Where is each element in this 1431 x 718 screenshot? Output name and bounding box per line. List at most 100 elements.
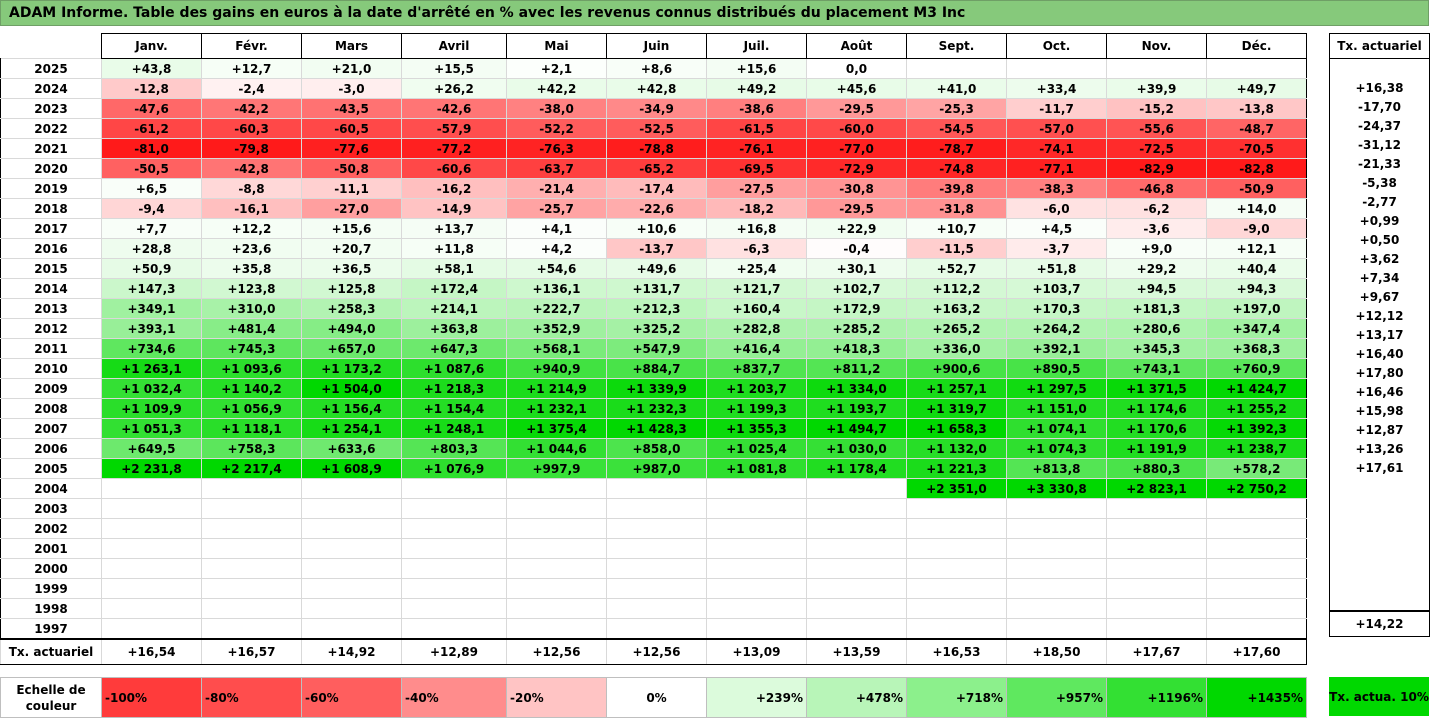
row-rate: +13,26 [1329, 439, 1430, 458]
side-rate-header: Tx. actuariel [1329, 33, 1430, 59]
table-row: 2013 +349,1 +310,0 +258,3 +214,1 +222,7 +212,3… [0, 298, 1307, 319]
gain-cell: +25,4 [706, 258, 807, 279]
table-row: 2011 +734,6 +745,3 +657,0 +647,3 +568,1 +547,9… [0, 338, 1307, 359]
gain-cell [1006, 618, 1107, 640]
gain-cell [401, 478, 507, 499]
gain-cell: +418,3 [806, 338, 907, 359]
gain-cell [606, 598, 707, 619]
table-row: 2004 +2 351,0 +3 330,8 +2 823,1 +2 750,2 [0, 478, 1307, 499]
gain-cell [906, 598, 1007, 619]
gain-cell: +568,1 [506, 338, 607, 359]
gain-cell: +758,3 [201, 438, 302, 459]
gain-cell: +4,5 [1006, 218, 1107, 239]
gain-cell: +349,1 [101, 298, 202, 319]
gain-cell: +1 140,2 [201, 378, 302, 399]
gain-cell: +1 132,0 [906, 438, 1007, 459]
gain-cell [101, 558, 202, 579]
gain-cell: +1 371,5 [1106, 378, 1207, 399]
month-header-row: Janv. Févr. Mars Avril Mai Juin Juil. Août Sept.… [1, 33, 1307, 59]
gain-cell: -57,9 [401, 118, 507, 139]
gain-cell [806, 578, 907, 599]
target-rate-swatch: Tx. actua. 10% [1329, 677, 1429, 716]
gain-cell: +1 319,7 [906, 398, 1007, 419]
row-rate: +15,98 [1329, 401, 1430, 420]
gain-cell: +1 076,9 [401, 458, 507, 479]
gain-cell: -21,4 [506, 178, 607, 199]
month-header: Juil. [706, 33, 807, 59]
gain-cell [1206, 578, 1307, 599]
gain-cell: +1 218,3 [401, 378, 507, 399]
gain-cell [606, 518, 707, 539]
gain-cell: +12,1 [1206, 238, 1307, 259]
gain-cell [1106, 598, 1207, 619]
gain-cell: +1 051,3 [101, 418, 202, 439]
gain-cell [1006, 58, 1107, 79]
gain-cell: +3 330,8 [1006, 478, 1107, 499]
year-label: 1997 [0, 618, 102, 640]
gain-cell [906, 558, 1007, 579]
gain-cell: +12,2 [201, 218, 302, 239]
month-header: Janv. [101, 33, 202, 59]
gain-cell: -9,4 [101, 198, 202, 219]
gain-cell: +4,2 [506, 238, 607, 259]
gain-cell [706, 478, 807, 499]
gain-cell: +1 118,1 [201, 418, 302, 439]
gain-cell: -61,2 [101, 118, 202, 139]
gain-cell: -42,6 [401, 98, 507, 119]
gain-cell: +42,2 [506, 78, 607, 99]
gain-cell [201, 498, 302, 519]
gain-cell: -25,3 [906, 98, 1007, 119]
gain-cell: +1 608,9 [301, 458, 402, 479]
table-row: 2025 +43,8 +12,7 +21,0 +15,5 +2,1 +8,6 +15,6 0,0 [0, 58, 1307, 79]
gain-cell: -77,2 [401, 138, 507, 159]
gain-cell: +23,6 [201, 238, 302, 259]
gain-cell: -38,0 [506, 98, 607, 119]
year-label: 2023 [0, 98, 102, 119]
gain-cell: +416,4 [706, 338, 807, 359]
gain-cell: +35,8 [201, 258, 302, 279]
gain-cell: -72,9 [806, 158, 907, 179]
gain-cell: +1 232,3 [606, 398, 707, 419]
gain-cell [301, 578, 402, 599]
row-rate: -2,77 [1329, 192, 1430, 211]
gain-cell: +1 199,3 [706, 398, 807, 419]
year-label: 2003 [0, 498, 102, 519]
color-scale-swatch: -20% [506, 677, 607, 718]
gain-cell: +494,0 [301, 318, 402, 339]
gain-cell: -42,8 [201, 158, 302, 179]
gain-cell: +1 025,4 [706, 438, 807, 459]
gain-cell: +1 255,2 [1206, 398, 1307, 419]
gain-cell: -69,5 [706, 158, 807, 179]
gain-cell: +734,6 [101, 338, 202, 359]
gain-cell: -25,7 [506, 198, 607, 219]
row-rate: +7,34 [1329, 268, 1430, 287]
gain-cell [301, 618, 402, 640]
gain-cell [1106, 58, 1207, 79]
gain-cell: -65,2 [606, 158, 707, 179]
gain-cell: +1 214,9 [506, 378, 607, 399]
gain-cell: +265,2 [906, 318, 1007, 339]
gain-cell: -27,5 [706, 178, 807, 199]
month-header: Févr. [201, 33, 302, 59]
table-row: 2003 [0, 498, 1307, 519]
gain-cell: -15,2 [1106, 98, 1207, 119]
gain-cell: +803,3 [401, 438, 507, 459]
gain-cell: +15,6 [301, 218, 402, 239]
gain-cell: +94,3 [1206, 278, 1307, 299]
table-row: 2009 +1 032,4 +1 140,2 +1 504,0 +1 218,3 +1 2… [0, 378, 1307, 399]
gain-cell: -76,3 [506, 138, 607, 159]
gain-cell: -3,6 [1106, 218, 1207, 239]
color-scale-swatch: +1196% [1106, 677, 1207, 718]
gain-cell [1106, 538, 1207, 559]
gain-cell [1006, 598, 1107, 619]
gain-cell: +123,8 [201, 278, 302, 299]
gain-cell: +1 193,7 [806, 398, 907, 419]
month-header: Juin [606, 33, 707, 59]
year-label: 2020 [0, 158, 102, 179]
gain-cell [301, 538, 402, 559]
gain-cell: -13,8 [1206, 98, 1307, 119]
gain-cell: +1 032,4 [101, 378, 202, 399]
month-header: Sept. [906, 33, 1007, 59]
gain-cell: +170,3 [1006, 298, 1107, 319]
gain-cell [606, 578, 707, 599]
